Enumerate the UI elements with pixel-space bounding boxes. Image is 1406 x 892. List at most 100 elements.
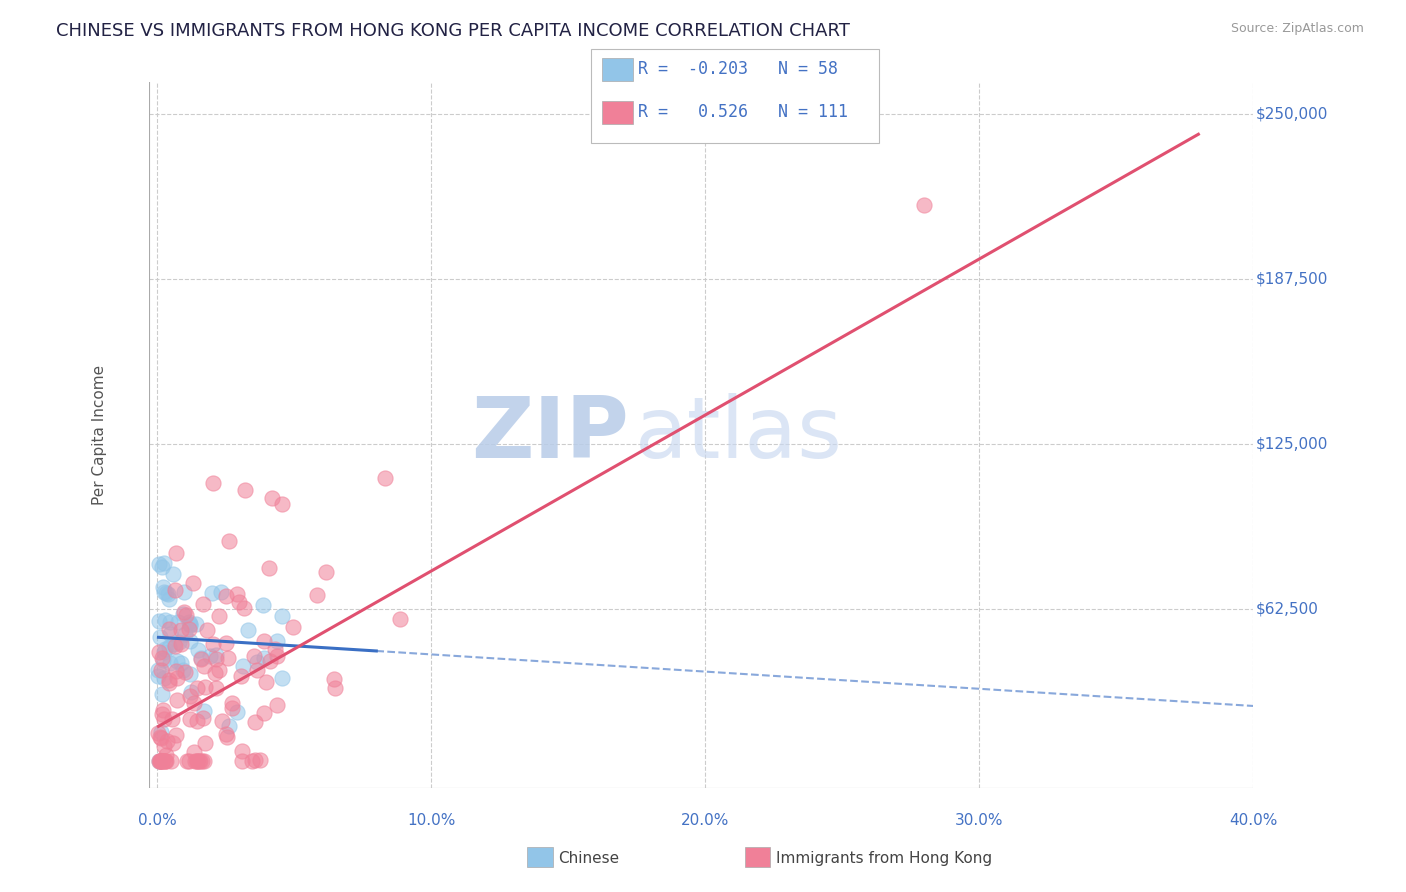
Point	[148, 755, 170, 769]
Point	[160, 712, 183, 726]
Point	[173, 605, 195, 619]
Point	[253, 634, 276, 648]
Point	[148, 669, 170, 683]
Point	[177, 755, 200, 769]
Point	[231, 669, 253, 683]
Point	[149, 755, 172, 769]
Point	[183, 745, 205, 759]
Point	[177, 615, 200, 629]
Text: ZIP: ZIP	[471, 393, 630, 476]
Point	[153, 584, 176, 599]
Point	[218, 718, 240, 732]
Point	[201, 475, 224, 490]
Point	[232, 659, 254, 673]
Point	[159, 626, 181, 640]
Point	[148, 726, 170, 740]
Point	[226, 705, 249, 719]
Point	[153, 739, 176, 754]
Point	[204, 652, 226, 666]
Point	[252, 598, 274, 612]
Point	[266, 649, 288, 664]
Point	[149, 725, 172, 739]
Point	[174, 607, 197, 622]
Point	[163, 640, 186, 654]
Point	[157, 676, 180, 690]
Point	[215, 589, 238, 603]
Point	[150, 755, 173, 769]
Point	[193, 658, 215, 673]
Point	[170, 637, 193, 651]
Point	[176, 755, 198, 769]
Point	[270, 497, 292, 511]
Point	[152, 652, 174, 666]
Point	[193, 704, 215, 718]
Text: 0.0%: 0.0%	[138, 813, 177, 828]
Point	[186, 755, 208, 769]
Point	[153, 755, 176, 769]
Text: Source: ZipAtlas.com: Source: ZipAtlas.com	[1230, 22, 1364, 36]
Point	[231, 755, 253, 769]
Point	[152, 556, 174, 570]
Point	[153, 755, 176, 769]
Point	[217, 650, 239, 665]
Point	[266, 633, 288, 648]
Point	[215, 635, 238, 649]
Point	[148, 663, 170, 677]
Point	[194, 680, 217, 694]
Point	[157, 622, 180, 636]
Point	[374, 471, 396, 485]
Point	[179, 690, 201, 704]
Point	[148, 557, 170, 571]
Point	[149, 663, 172, 677]
Point	[149, 755, 172, 769]
Point	[912, 198, 935, 212]
Text: Per Capita Income: Per Capita Income	[91, 365, 107, 505]
Point	[215, 730, 238, 744]
Point	[181, 575, 204, 590]
Point	[205, 681, 228, 695]
Point	[163, 637, 186, 651]
Point	[233, 483, 256, 498]
Point	[270, 672, 292, 686]
Point	[157, 592, 180, 607]
Point	[155, 748, 177, 763]
Text: $187,500: $187,500	[1256, 271, 1327, 286]
Point	[170, 623, 193, 637]
Point	[159, 615, 181, 630]
Point	[221, 696, 243, 710]
Point	[159, 657, 181, 671]
Point	[193, 711, 215, 725]
Point	[179, 666, 201, 681]
Point	[228, 595, 250, 609]
Point	[148, 644, 170, 658]
Point	[187, 755, 209, 769]
Point	[149, 630, 172, 644]
Point	[218, 534, 240, 549]
Point	[153, 641, 176, 656]
Point	[193, 736, 215, 750]
Point	[162, 566, 184, 581]
Point	[211, 714, 233, 728]
Point	[253, 706, 276, 720]
Point	[214, 727, 236, 741]
Point	[195, 623, 218, 637]
Point	[184, 755, 207, 769]
Point	[264, 642, 287, 657]
Point	[155, 733, 177, 747]
Text: atlas: atlas	[634, 393, 842, 476]
Point	[152, 703, 174, 717]
Point	[166, 654, 188, 668]
Point	[190, 651, 212, 665]
Point	[243, 714, 266, 729]
Point	[166, 728, 188, 742]
Point	[157, 673, 180, 688]
Point	[183, 696, 205, 710]
Point	[187, 643, 209, 657]
Point	[240, 755, 263, 769]
Point	[246, 663, 269, 677]
Point	[153, 614, 176, 628]
Point	[173, 665, 195, 679]
Point	[149, 755, 172, 769]
Point	[153, 713, 176, 727]
Point	[246, 655, 269, 669]
